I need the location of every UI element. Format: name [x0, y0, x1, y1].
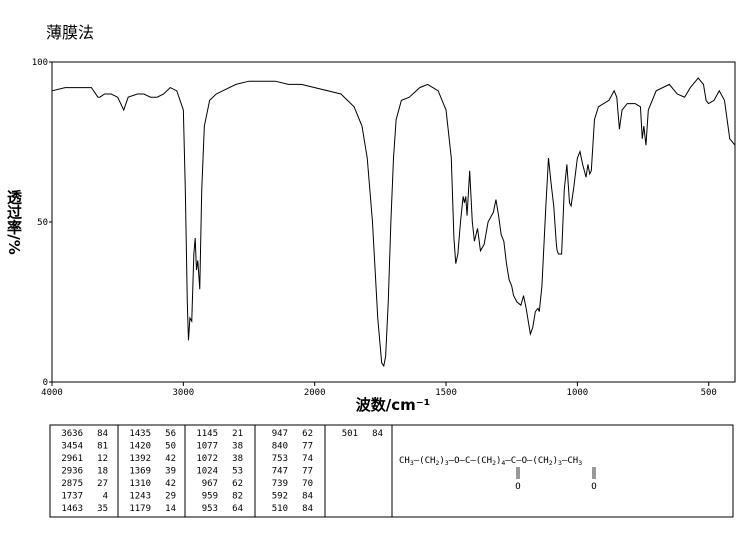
peak-transmittance: 53 [232, 467, 243, 477]
peak-transmittance: 4 [103, 492, 108, 502]
subscript: 2 [549, 459, 553, 467]
peak-transmittance: 77 [302, 442, 313, 452]
peak-wavenumber: 2961 [61, 454, 83, 464]
peak-transmittance: 82 [232, 492, 243, 502]
peak-transmittance: 29 [165, 492, 176, 502]
peak-transmittance: 38 [232, 442, 243, 452]
y-tick-label: 100 [32, 58, 48, 68]
peak-wavenumber: 3636 [61, 429, 83, 439]
spectrum-line [51, 77, 736, 368]
peak-wavenumber: 1420 [129, 442, 151, 452]
peak-transmittance: 84 [302, 492, 313, 502]
peak-transmittance: 38 [232, 454, 243, 464]
peak-transmittance: 27 [97, 479, 108, 489]
x-axis-label: 波数/cm⁻¹ [356, 396, 431, 414]
peak-wavenumber: 1737 [61, 492, 83, 502]
y-tick-label: 0 [43, 378, 48, 388]
subscript: 3 [410, 459, 414, 467]
peak-transmittance: 74 [302, 454, 313, 464]
peak-transmittance: 39 [165, 467, 176, 477]
plot-frame [51, 61, 736, 383]
peak-wavenumber: 1310 [129, 479, 151, 489]
carbonyl-oxygen: O [591, 482, 596, 492]
peak-wavenumber: 3454 [61, 442, 83, 452]
peak-wavenumber: 1145 [196, 429, 218, 439]
peak-transmittance: 84 [302, 504, 313, 514]
subscript: 4 [501, 459, 505, 467]
subscript: 2 [492, 459, 496, 467]
peak-transmittance: 77 [302, 467, 313, 477]
peak-wavenumber: 1392 [129, 454, 151, 464]
x-tick-label: 4000 [41, 388, 63, 398]
subscript: 3 [558, 459, 562, 467]
formula-part: —(CH [414, 456, 436, 466]
peak-wavenumber: 1243 [129, 492, 151, 502]
subscript: 3 [445, 459, 449, 467]
subscript: 3 [578, 459, 582, 467]
peak-transmittance: 50 [165, 442, 176, 452]
peak-transmittance: 84 [372, 429, 383, 439]
x-tick-label: 3000 [173, 388, 195, 398]
peak-wavenumber: 953 [202, 504, 218, 514]
x-tick-label: 1000 [567, 388, 589, 398]
peak-wavenumber: 1435 [129, 429, 151, 439]
peak-wavenumber: 947 [272, 429, 288, 439]
y-tick-label: 50 [37, 218, 48, 228]
formula-part: —O—C—(CH [449, 456, 492, 466]
peak-wavenumber: 959 [202, 492, 218, 502]
formula-part: ) [496, 456, 501, 466]
x-tick-label: 500 [701, 388, 717, 398]
subscript: 2 [435, 459, 439, 467]
peak-transmittance: 70 [302, 479, 313, 489]
peak-wavenumber: 967 [202, 479, 218, 489]
peak-transmittance: 18 [97, 467, 108, 477]
peak-wavenumber: 510 [272, 504, 288, 514]
peak-wavenumber: 753 [272, 454, 288, 464]
carbonyl-oxygen: O [515, 482, 520, 492]
y-axis-label: 透过率/% [5, 189, 23, 255]
peak-transmittance: 14 [165, 504, 176, 514]
formula-part: —CH [562, 456, 578, 466]
formula-part: —C—O—(CH [505, 456, 548, 466]
structure-formula: CH3—(CH2)3—O—C—(CH2)4—C—O—(CH2)3—CH3 [399, 456, 582, 467]
peak-transmittance: 42 [165, 479, 176, 489]
formula-part: ) [553, 456, 558, 466]
formula-part: ) [439, 456, 444, 466]
peak-transmittance: 81 [97, 442, 108, 452]
peak-transmittance: 84 [97, 429, 108, 439]
x-tick-label: 1500 [435, 388, 457, 398]
peak-wavenumber: 1024 [196, 467, 218, 477]
peak-table: 3636 84 3454 81 2961 12 2936 18 2875 27 1737 4 1463 3… [61, 425, 393, 517]
peak-transmittance: 62 [232, 479, 243, 489]
peak-wavenumber: 747 [272, 467, 288, 477]
peak-wavenumber: 501 [342, 429, 358, 439]
peak-wavenumber: 1369 [129, 467, 151, 477]
chart-title: 薄膜法 [46, 23, 94, 42]
x-tick-label: 2000 [304, 388, 326, 398]
peak-wavenumber: 739 [272, 479, 288, 489]
peak-transmittance: 42 [165, 454, 176, 464]
peak-transmittance: 64 [232, 504, 243, 514]
peak-transmittance: 62 [302, 429, 313, 439]
peak-transmittance: 35 [97, 504, 108, 514]
formula-part: CH [399, 456, 410, 466]
peak-transmittance: 21 [232, 429, 243, 439]
peak-wavenumber: 1077 [196, 442, 218, 452]
peak-wavenumber: 1072 [196, 454, 218, 464]
peak-wavenumber: 840 [272, 442, 288, 452]
peak-wavenumber: 1179 [129, 504, 151, 514]
peak-transmittance: 12 [97, 454, 108, 464]
peak-wavenumber: 2936 [61, 467, 83, 477]
peak-wavenumber: 1463 [61, 504, 83, 514]
peak-transmittance: 56 [165, 429, 176, 439]
peak-wavenumber: 2875 [61, 479, 83, 489]
peak-wavenumber: 592 [272, 492, 288, 502]
